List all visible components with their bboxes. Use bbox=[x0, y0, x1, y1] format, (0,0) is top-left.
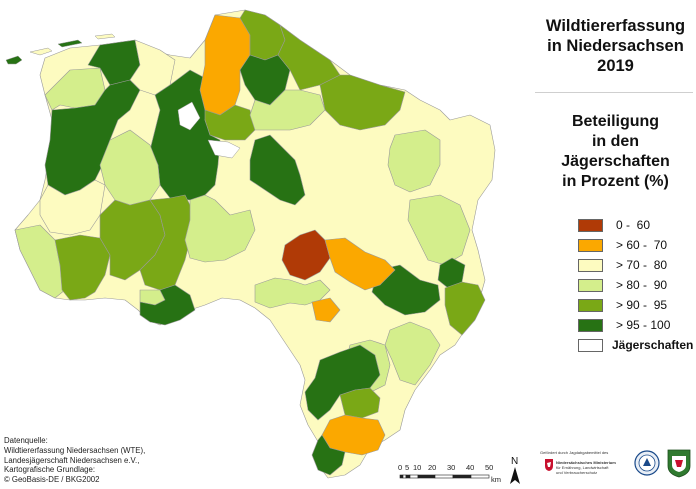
map-island-langeoog bbox=[94, 33, 116, 40]
map-island-borkum bbox=[5, 55, 23, 65]
legend-label: > 90 - 95 bbox=[616, 298, 668, 312]
map-region-hildesheim bbox=[281, 229, 331, 281]
map-region-emsland-pale bbox=[39, 179, 106, 236]
legend-label: Jägerschaften bbox=[612, 338, 694, 352]
panel-divider bbox=[535, 92, 693, 93]
scale-tick-label: 10 bbox=[413, 463, 421, 472]
legend-title-line-4: in Prozent (%) bbox=[562, 173, 669, 190]
north-label: N bbox=[511, 456, 518, 467]
map-region-osnabrueck-sued bbox=[139, 284, 196, 326]
legend-label: > 70 - 80 bbox=[616, 258, 668, 272]
legend-title: Beteiligung in den Jägerschaften in Proz… bbox=[538, 112, 693, 192]
source-line: Landesjägerschaft Niedersachsen e.V., bbox=[4, 455, 140, 465]
north-arrow-icon: N bbox=[510, 456, 520, 484]
map-region-braunschweig bbox=[371, 264, 441, 316]
legend-label: 0 - 60 bbox=[616, 218, 651, 232]
map-region-hann-muenden bbox=[311, 434, 346, 476]
map-region-peine bbox=[324, 237, 396, 291]
map-region-osterholz bbox=[204, 104, 256, 141]
scale-bar: 0 5 10 20 30 40 50 km bbox=[398, 463, 501, 484]
map-region-rotenburg bbox=[249, 89, 326, 131]
title-line-1: Wildtiererfassung bbox=[545, 17, 686, 35]
legend-title-line-1: Beteiligung bbox=[571, 113, 660, 130]
legend-item-70-80: > 70 - 80 bbox=[578, 256, 696, 276]
scale-tick-label: 0 bbox=[398, 463, 402, 472]
legend-label: > 95 - 100 bbox=[616, 318, 671, 332]
map-region-diepholz bbox=[184, 194, 256, 263]
scale-tick-label: 5 bbox=[405, 463, 409, 472]
map-region-holzminden-orange bbox=[311, 297, 341, 323]
legend-swatch bbox=[578, 219, 603, 232]
scale-tick-label: 40 bbox=[466, 463, 474, 472]
legend-swatch bbox=[578, 239, 603, 252]
landesjaegerschaft-logo-icon bbox=[667, 449, 691, 478]
legend-item-95-100: > 95 - 100 bbox=[578, 316, 696, 336]
map-island-norderney bbox=[57, 39, 83, 48]
map-region-helmstedt bbox=[444, 281, 486, 336]
legend-swatch bbox=[578, 339, 603, 352]
map-island-juist bbox=[29, 47, 53, 56]
legend-title-line-2: in den bbox=[591, 133, 640, 150]
map-region-leer bbox=[44, 79, 141, 196]
map-water-weser bbox=[207, 139, 241, 159]
legend-swatch bbox=[578, 279, 603, 292]
source-line: Kartografische Grundlage: bbox=[4, 465, 96, 475]
scale-tick-label: 50 bbox=[485, 463, 493, 472]
scale-tick-label: 30 bbox=[447, 463, 455, 472]
legend-item-90-95: > 90 - 95 bbox=[578, 296, 696, 316]
map-region-alfeld bbox=[254, 277, 331, 309]
ministry-text: Niedersächsisches Ministerium für Ernähr… bbox=[556, 460, 616, 475]
legend-item-jaegerschaften: Jägerschaften bbox=[578, 336, 696, 356]
map-region-harburg bbox=[319, 74, 406, 131]
legend-swatch bbox=[578, 259, 603, 272]
map-region-lingen bbox=[54, 234, 111, 301]
ministry-line: Niedersächsisches Ministerium bbox=[556, 460, 616, 465]
map-region-northeim bbox=[384, 321, 441, 386]
map-region-bentheim bbox=[14, 224, 66, 299]
lower-saxony-crest-icon bbox=[545, 459, 553, 471]
map-title: Wildtiererfassung in Niedersachsen 2019 bbox=[538, 16, 693, 76]
ministry-line: und Verbraucherschutz bbox=[556, 470, 598, 475]
map-water-jadebusen bbox=[177, 101, 201, 131]
scale-unit: km bbox=[491, 475, 501, 484]
legend-item-0-60: 0 - 60 bbox=[578, 216, 696, 236]
niedersachsen-map bbox=[5, 9, 496, 479]
source-line: © GeoBasis-DE / BKG2002 bbox=[4, 475, 100, 485]
legend-swatch bbox=[578, 299, 603, 312]
funding-text: Gefördert durch Jagdabgabemittel des bbox=[540, 450, 609, 455]
title-line-2: in Niedersachsen bbox=[547, 37, 684, 55]
legend-title-line-3: Jägerschaften bbox=[561, 153, 670, 170]
source-line: Datenquelle: bbox=[4, 436, 48, 445]
wildtiererfassung-logo-icon bbox=[634, 450, 660, 476]
map-region-uelzen bbox=[387, 129, 441, 193]
title-line-3: 2019 bbox=[597, 57, 634, 75]
sponsor-logos: Gefördert durch Jagdabgabemittel des Nie… bbox=[540, 446, 696, 486]
legend-label: > 60 - 70 bbox=[616, 238, 668, 252]
legend-swatch bbox=[578, 319, 603, 332]
legend-item-60-70: > 60 - 70 bbox=[578, 236, 696, 256]
legend-item-80-90: > 80 - 90 bbox=[578, 276, 696, 296]
map-region-verden bbox=[249, 134, 306, 206]
map-region-stade bbox=[277, 24, 341, 91]
source-line: Wildtiererfassung Niedersachsen (WTE), bbox=[4, 445, 146, 455]
ministry-line: für Ernährung, Landwirtschaft bbox=[556, 465, 609, 470]
scale-tick-label: 20 bbox=[428, 463, 436, 472]
legend-label: > 80 - 90 bbox=[616, 278, 668, 292]
data-source-note: Datenquelle: Wildtiererfassung Niedersac… bbox=[4, 436, 145, 485]
map-legend: 0 - 60 > 60 - 70 > 70 - 80 > 80 - 90 > 9… bbox=[578, 216, 696, 356]
